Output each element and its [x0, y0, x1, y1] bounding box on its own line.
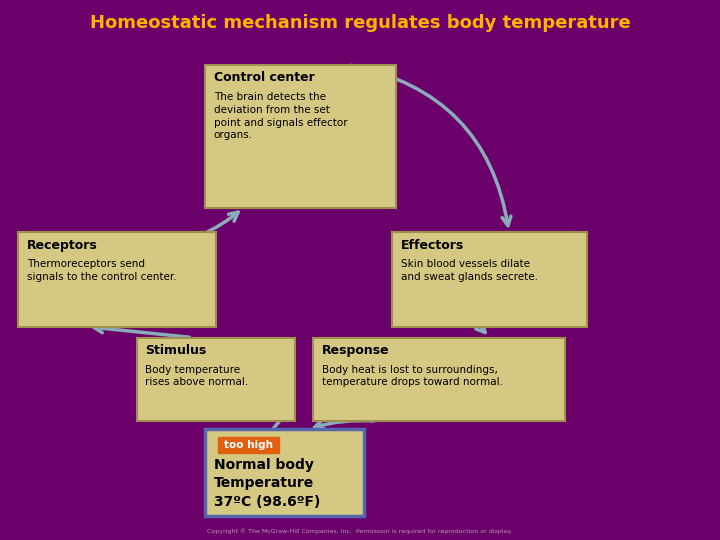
- FancyBboxPatch shape: [205, 429, 364, 516]
- Text: Response: Response: [322, 344, 390, 357]
- FancyBboxPatch shape: [392, 232, 587, 327]
- FancyBboxPatch shape: [313, 338, 565, 421]
- Text: The brain detects the
deviation from the set
point and signals effector
organs.: The brain detects the deviation from the…: [214, 92, 348, 140]
- Text: Effectors: Effectors: [401, 239, 464, 252]
- Text: Thermoreceptors send
signals to the control center.: Thermoreceptors send signals to the cont…: [27, 259, 176, 282]
- Text: too high: too high: [224, 440, 274, 450]
- FancyBboxPatch shape: [218, 437, 279, 453]
- Text: Copyright © The McGraw-Hill Companies, Inc.  Permission is required for reproduc: Copyright © The McGraw-Hill Companies, I…: [207, 528, 513, 534]
- FancyBboxPatch shape: [18, 232, 216, 327]
- Text: Control center: Control center: [214, 71, 315, 84]
- Text: Receptors: Receptors: [27, 239, 97, 252]
- Text: Normal body
Temperature
37ºC (98.6ºF): Normal body Temperature 37ºC (98.6ºF): [214, 458, 320, 509]
- Text: Homeostatic mechanism regulates body temperature: Homeostatic mechanism regulates body tem…: [89, 14, 631, 31]
- FancyBboxPatch shape: [137, 338, 295, 421]
- Text: Body heat is lost to surroundings,
temperature drops toward normal.: Body heat is lost to surroundings, tempe…: [322, 364, 503, 387]
- Text: Body temperature
rises above normal.: Body temperature rises above normal.: [145, 364, 248, 387]
- FancyBboxPatch shape: [205, 65, 396, 208]
- Text: Skin blood vessels dilate
and sweat glands secrete.: Skin blood vessels dilate and sweat glan…: [401, 259, 538, 282]
- Text: Stimulus: Stimulus: [145, 344, 207, 357]
